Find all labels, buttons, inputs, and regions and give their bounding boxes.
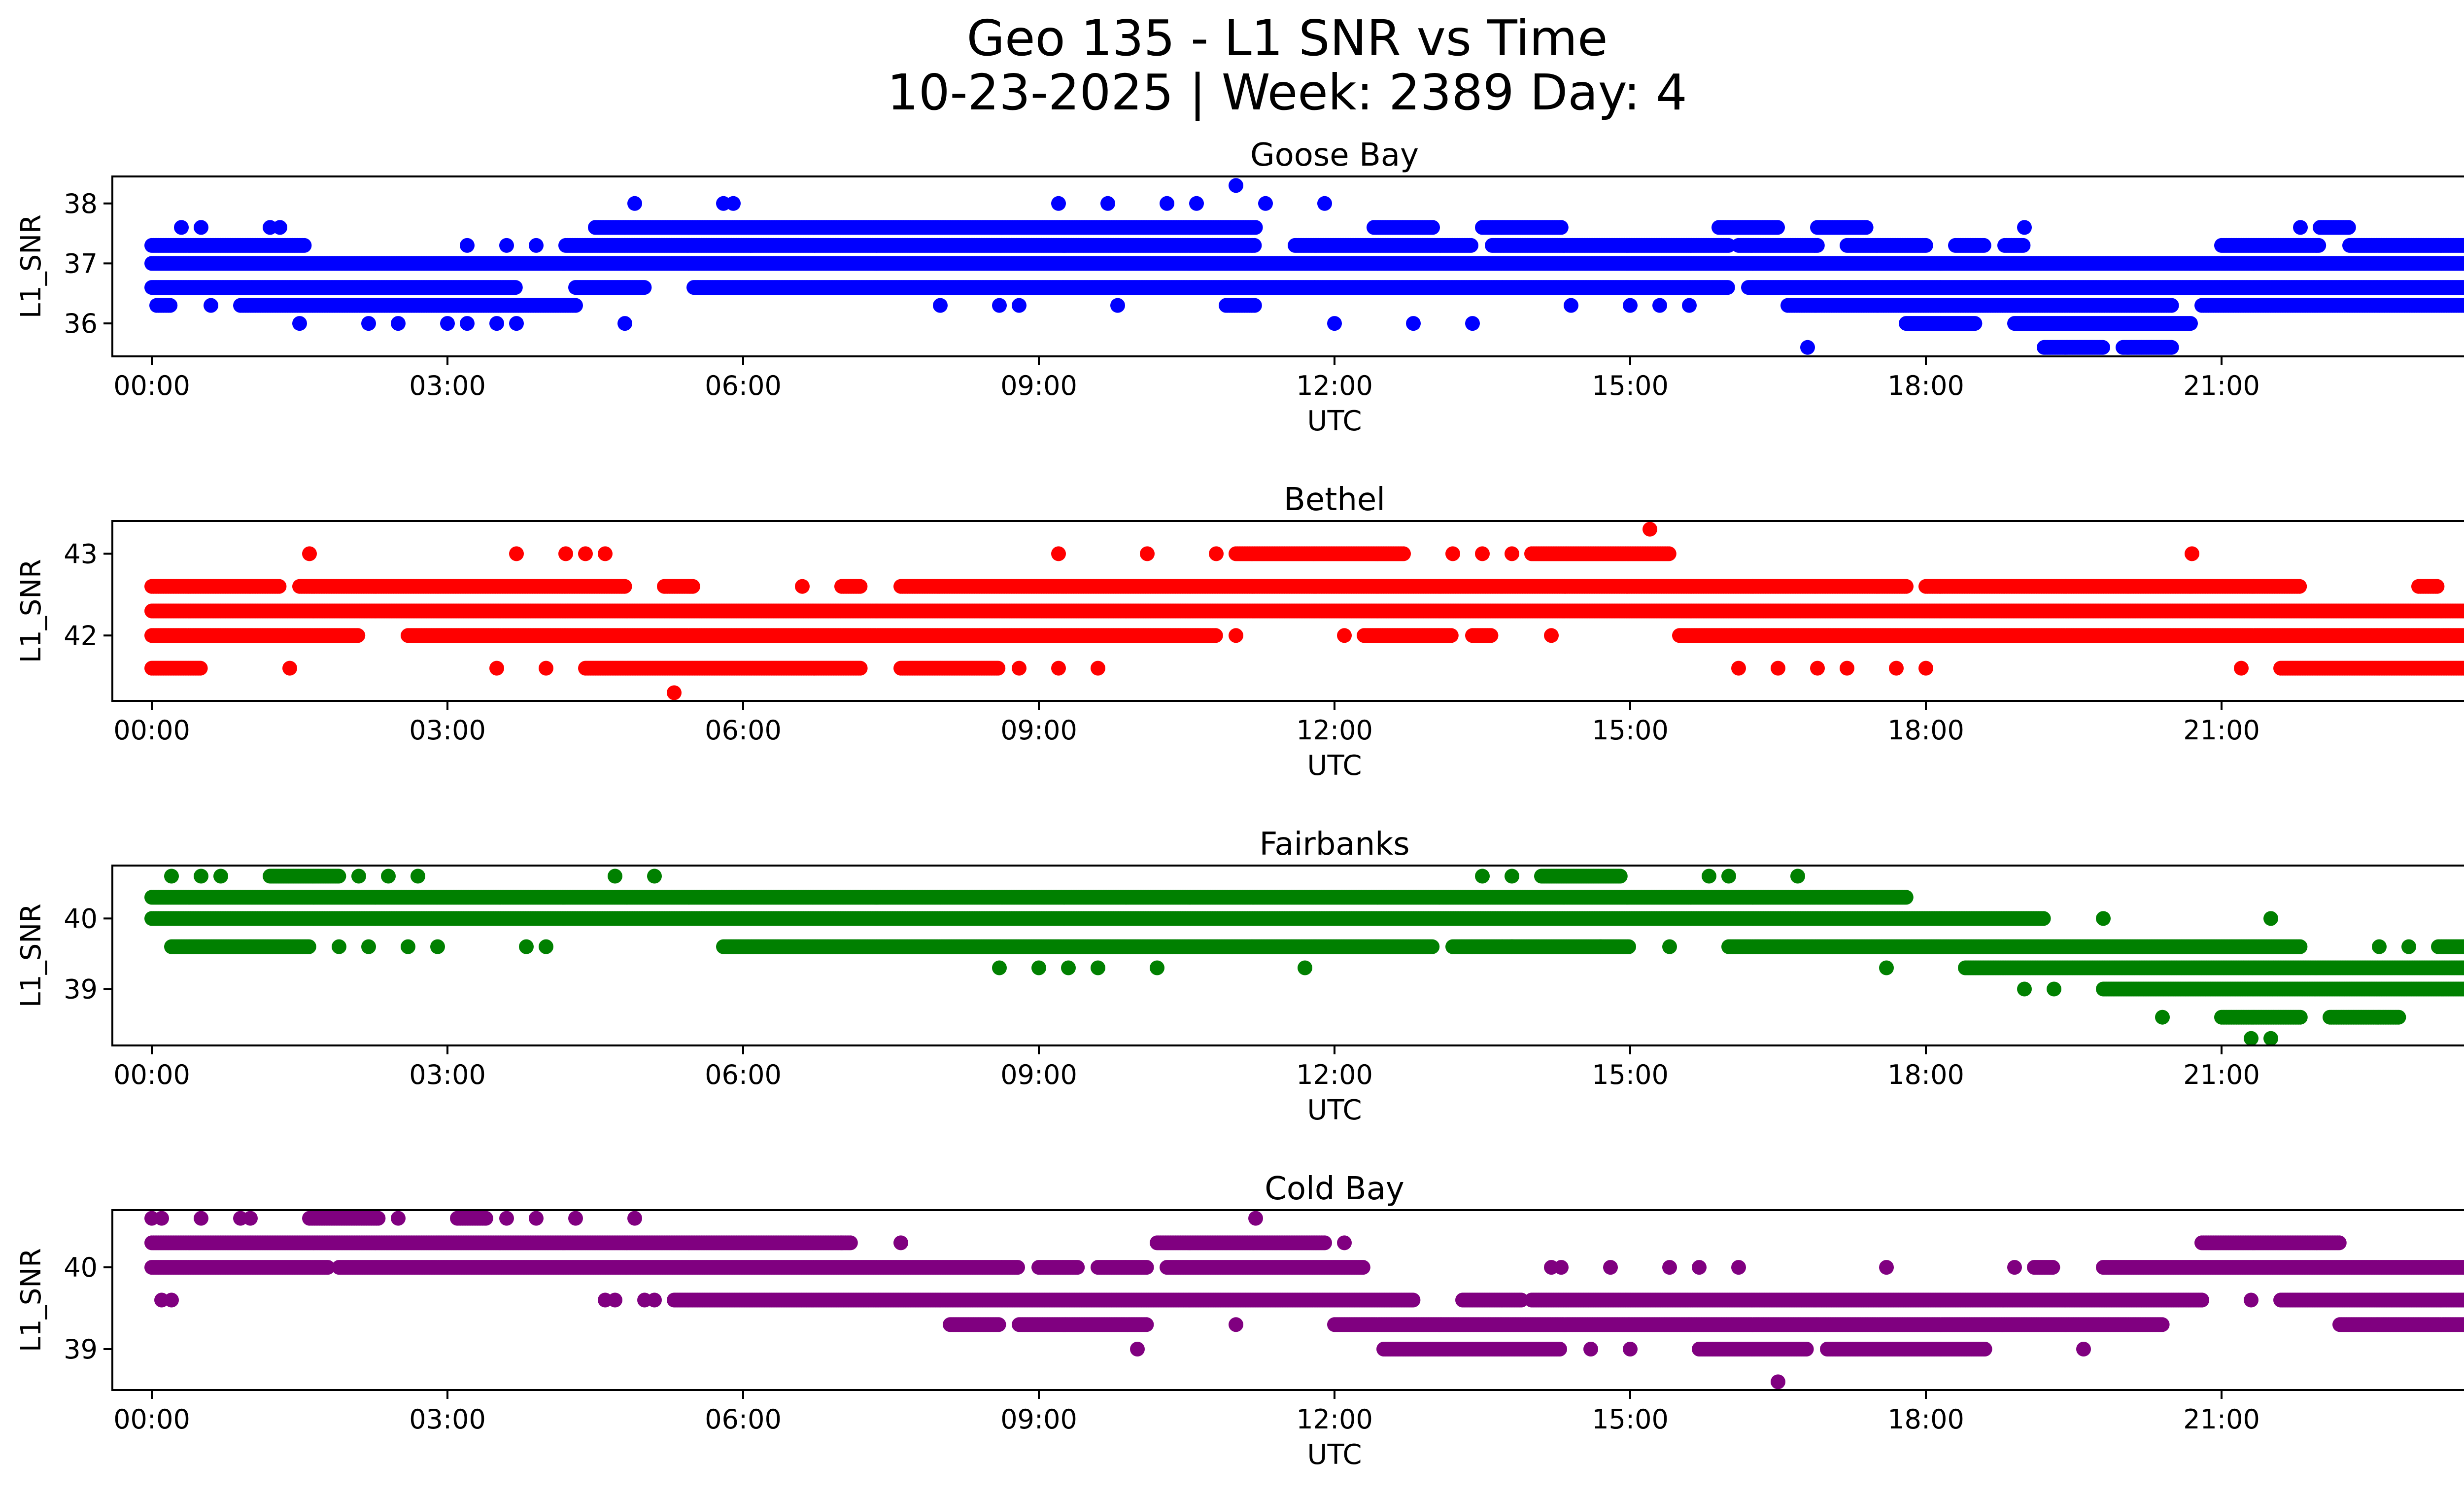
data-point: [2183, 316, 2198, 331]
data-point: [1248, 220, 1263, 235]
data-point: [508, 280, 523, 295]
data-point: [1976, 238, 1991, 253]
data-point: [1721, 238, 1736, 253]
data-point: [1720, 280, 1735, 295]
data-point: [2463, 242, 2464, 249]
data-point: [2461, 240, 2464, 251]
data-point: [2016, 238, 2031, 253]
data-point: [297, 238, 312, 253]
panel-title: Goose Bay: [1250, 137, 1419, 174]
data-point: [1247, 298, 1262, 313]
data-point: [2311, 238, 2327, 253]
data-point: [568, 298, 583, 313]
data-point: [163, 298, 178, 313]
data-point: [637, 280, 652, 295]
data-point: [1247, 238, 1262, 253]
figure-title-line-1: Geo 135 - L1 SNR vs Time: [967, 9, 1608, 67]
data-point: [1967, 316, 1983, 331]
data-point: [2164, 298, 2179, 313]
data-point: [1918, 238, 1933, 253]
data-points: [144, 178, 2464, 355]
figure-title-line-2: 10-23-2025 | Week: 2389 Day: 4: [887, 64, 1687, 121]
data-point: [1810, 238, 1825, 253]
data-point: [1464, 238, 1478, 253]
